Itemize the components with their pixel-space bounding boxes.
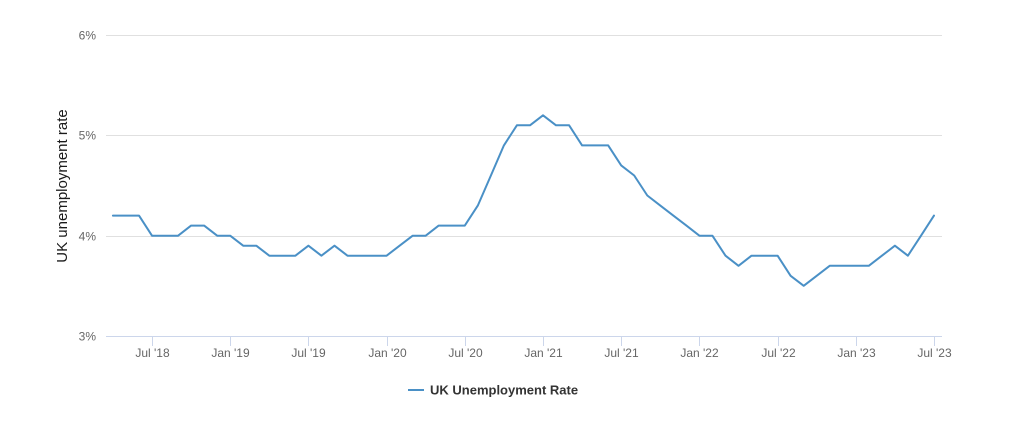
data-point[interactable] [840,263,846,269]
data-point[interactable] [318,253,324,259]
y-axis-title: UK unemployment rate [54,109,71,262]
data-point[interactable] [749,253,755,259]
data-point[interactable] [918,233,924,239]
data-point[interactable] [866,263,872,269]
data-point[interactable] [162,233,168,239]
series-layer [110,112,937,289]
data-point[interactable] [305,243,311,249]
data-point[interactable] [736,263,742,269]
data-point[interactable] [644,193,650,199]
data-point[interactable] [110,213,116,219]
y-tick-label: 3% [79,330,97,344]
data-point[interactable] [579,142,585,148]
data-point[interactable] [423,233,429,239]
data-point[interactable] [827,263,833,269]
data-point[interactable] [371,253,377,259]
data-point[interactable] [201,223,207,229]
x-tick-label: Jan '20 [368,346,407,360]
data-point[interactable] [892,243,898,249]
data-point[interactable] [853,263,859,269]
data-point[interactable] [592,142,598,148]
axes: 3% 4% 5% 6% Jul '18 Jan '19 Jul '19 Jan '20 Jul … [79,29,952,361]
data-point[interactable] [670,213,676,219]
x-tick-label: Jul '19 [291,346,326,360]
data-point[interactable] [905,253,911,259]
data-point[interactable] [253,243,259,249]
data-point[interactable] [566,122,572,128]
data-point[interactable] [501,142,507,148]
data-point[interactable] [462,223,468,229]
data-point[interactable] [175,233,181,239]
x-tick-label: Jul '21 [604,346,639,360]
data-point[interactable] [345,253,351,259]
series-line-uk-unemployment-rate[interactable] [111,114,935,287]
data-point[interactable] [605,142,611,148]
y-tick-label: 5% [79,129,97,143]
data-point[interactable] [449,223,455,229]
data-point[interactable] [683,223,689,229]
x-tick-label: Jan '21 [524,346,563,360]
y-tick-label: 4% [79,230,97,244]
data-point[interactable] [397,243,403,249]
data-point[interactable] [723,253,729,259]
data-point[interactable] [775,253,781,259]
data-point[interactable] [214,233,220,239]
x-tick-label: Jan '19 [211,346,250,360]
data-point[interactable] [657,203,663,209]
data-point[interactable] [240,243,246,249]
data-point[interactable] [931,213,937,219]
x-tick-label: Jul '22 [761,346,796,360]
data-point[interactable] [488,173,494,179]
data-point[interactable] [384,253,390,259]
data-point[interactable] [358,253,364,259]
data-point[interactable] [188,223,194,229]
x-tick-label: Jan '23 [837,346,876,360]
gridlines [106,35,942,237]
data-point[interactable] [527,122,533,128]
data-point[interactable] [266,253,272,259]
data-point[interactable] [631,173,637,179]
data-point[interactable] [553,122,559,128]
y-tick-label: 6% [79,29,97,43]
x-tick-label: Jul '20 [448,346,483,360]
data-point[interactable] [709,233,715,239]
data-point[interactable] [123,213,129,219]
data-point[interactable] [149,233,155,239]
data-point[interactable] [540,112,546,118]
x-tick-label: Jul '23 [917,346,952,360]
x-tick-label: Jan '22 [680,346,719,360]
data-point[interactable] [762,253,768,259]
data-point[interactable] [227,233,233,239]
data-point[interactable] [879,253,885,259]
legend-label-uk-unemployment-rate: UK Unemployment Rate [430,383,578,398]
data-point[interactable] [814,273,820,279]
data-point[interactable] [279,253,285,259]
data-point[interactable] [292,253,298,259]
data-point[interactable] [410,233,416,239]
data-point[interactable] [514,122,520,128]
data-point[interactable] [475,203,481,209]
data-point[interactable] [801,283,807,289]
data-point[interactable] [696,233,702,239]
data-point[interactable] [136,213,142,219]
data-point[interactable] [332,243,338,249]
legend[interactable]: UK Unemployment Rate [408,383,578,398]
data-point[interactable] [788,273,794,279]
data-point[interactable] [436,223,442,229]
data-point[interactable] [618,162,624,168]
x-tick-label: Jul '18 [135,346,170,360]
